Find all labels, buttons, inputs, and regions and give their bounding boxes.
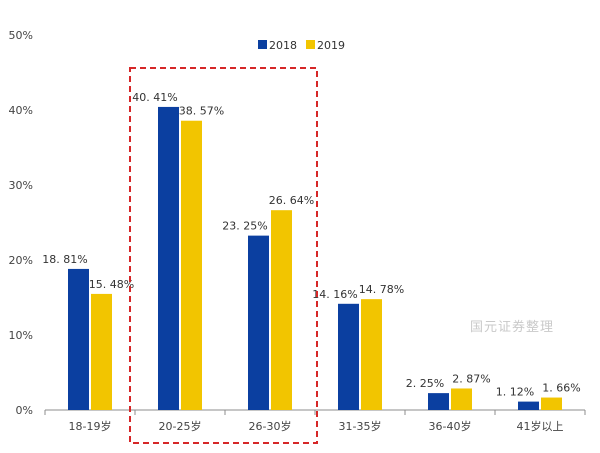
x-tick-label: 41岁以上 [517, 419, 564, 433]
bar-2019 [91, 293, 112, 410]
legend-swatch-2019 [306, 40, 315, 49]
bar-2018 [518, 401, 539, 410]
y-axis: 0% 10% 20% 30% 40% 50% [9, 29, 33, 417]
data-label-2019: 15. 48% [89, 278, 134, 291]
legend: 2018 2019 [258, 39, 345, 52]
data-label-2019: 1. 66% [542, 382, 580, 395]
legend-swatch-2018 [258, 40, 267, 49]
data-label-2018: 2. 25% [406, 377, 444, 390]
data-label-2018: 23. 25% [222, 220, 267, 233]
x-tick-label: 31-35岁 [339, 419, 382, 433]
x-tick-label: 18-19岁 [69, 419, 112, 433]
y-tick-label: 0% [16, 404, 33, 417]
data-labels: 18. 81%15. 48% 40. 41%38. 57% 23. 25%26. 6… [42, 91, 580, 399]
x-tick-label: 26-30岁 [249, 419, 292, 433]
bar-2018 [248, 235, 269, 410]
bar-2019 [361, 299, 382, 410]
data-label-2018: 1. 12% [496, 386, 534, 399]
watermark-text: 国元证券整理 [470, 319, 554, 335]
bar-2019 [271, 210, 292, 410]
y-tick-label: 50% [9, 29, 33, 42]
bar-2018 [158, 106, 179, 411]
bar-2019 [451, 388, 472, 410]
x-axis: 18-19岁 20-25岁 26-30岁 31-35岁 36-40岁 41岁以上 [44, 409, 586, 433]
legend-label-2018: 2018 [269, 39, 297, 52]
legend-label-2019: 2019 [317, 39, 345, 52]
bar-2018 [338, 303, 359, 410]
data-label-2019: 14. 78% [359, 283, 404, 296]
highlight-box-group [129, 67, 318, 444]
x-tick-label: 36-40岁 [429, 419, 472, 433]
data-label-2018: 14. 16% [312, 288, 357, 301]
data-label-2019: 38. 57% [179, 105, 224, 118]
y-tick-label: 40% [9, 104, 33, 117]
bar-2018 [428, 393, 449, 410]
y-tick-label: 30% [9, 179, 33, 192]
y-tick-label: 20% [9, 254, 33, 267]
bars [68, 106, 562, 411]
x-tick-label: 20-25岁 [159, 419, 202, 433]
bar-2019 [181, 120, 202, 410]
data-label-2019: 2. 87% [452, 372, 490, 385]
y-tick-label: 10% [9, 329, 33, 342]
bar-2019 [541, 397, 562, 410]
bar-2018 [68, 268, 89, 410]
watermark-group: 国元证券整理 [470, 319, 554, 335]
data-label-2018: 18. 81% [42, 253, 87, 266]
data-label-2019: 26. 64% [269, 194, 314, 207]
data-label-2018: 40. 41% [132, 91, 177, 104]
highlight-box [129, 67, 318, 444]
